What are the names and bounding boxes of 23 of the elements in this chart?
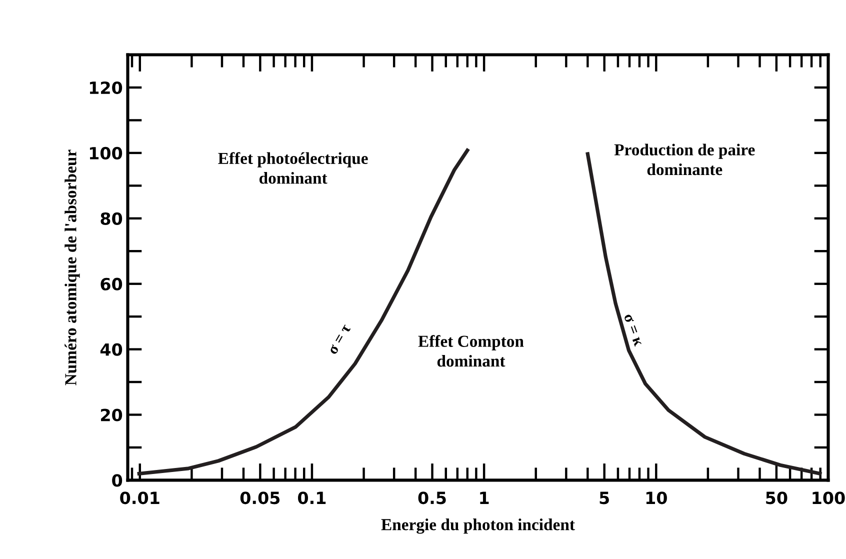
y-tick-label: 40 bbox=[100, 343, 122, 356]
y-tick-label: 0 bbox=[112, 474, 122, 487]
y-tick-label: 120 bbox=[90, 81, 122, 94]
x-tick-label: 0.01 bbox=[120, 492, 160, 504]
x-tick-label: 0.05 bbox=[240, 492, 280, 504]
x-tick-label: 0.5 bbox=[418, 492, 446, 504]
x-tick-label: 10 bbox=[646, 492, 667, 504]
annotation: Effet photoélectrique dominant bbox=[218, 152, 368, 184]
y-tick-label: 60 bbox=[100, 278, 122, 290]
x-tick-label: 1 bbox=[480, 492, 489, 504]
y-tick-label: 20 bbox=[101, 408, 122, 422]
x-tick-label: 0.1 bbox=[298, 492, 326, 504]
x-tick-label: 5 bbox=[600, 492, 609, 504]
x-axis-title: Energie du photon incident bbox=[381, 518, 575, 534]
annotation: σ = κ bbox=[624, 314, 642, 347]
y-tick-label: 100 bbox=[90, 146, 122, 160]
y-tick-label: 80 bbox=[100, 212, 122, 225]
annotation: σ = τ bbox=[328, 324, 352, 355]
annotation: Production de paire dominante bbox=[614, 144, 755, 176]
y-axis-title: Numéro atomique de l'absorbeur bbox=[64, 150, 80, 386]
annotation: Effet Compton dominant bbox=[418, 335, 524, 367]
x-tick-label: 50 bbox=[766, 492, 788, 504]
x-tick-label: 100 bbox=[812, 492, 845, 504]
